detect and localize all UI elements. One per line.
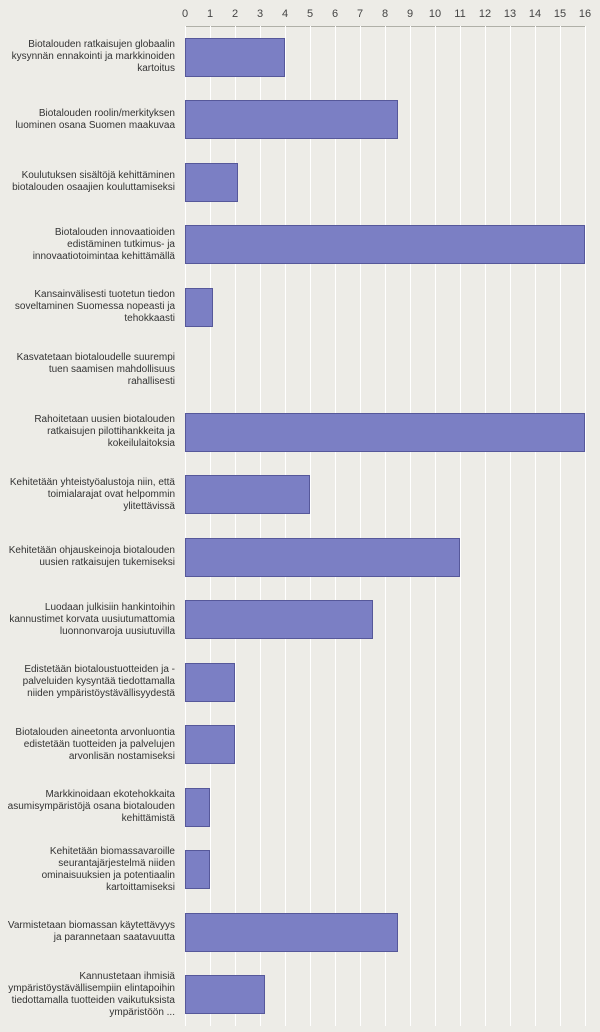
bar-track [185,214,585,277]
x-tick-label: 16 [579,8,591,20]
category-label: Biotalouden ratkaisujen globaalin kysynn… [0,39,185,75]
bar [185,975,265,1014]
bar-track [185,526,585,589]
bar-track [185,464,585,527]
bar [185,913,398,952]
x-tick-label: 7 [357,8,363,20]
chart-rows: Biotalouden ratkaisujen globaalin kysynn… [0,26,600,1026]
chart-row: Kehitetään ohjauskeinoja biotalouden uus… [0,526,600,589]
category-label: Biotalouden innovaatioiden edistäminen t… [0,227,185,263]
x-tick-label: 2 [232,8,238,20]
chart-row: Biotalouden innovaatioiden edistäminen t… [0,214,600,277]
chart-frame: 012345678910111213141516 Biotalouden rat… [0,0,600,1032]
bar [185,38,285,77]
chart-row: Varmistetaan biomassan käytettävyys ja p… [0,901,600,964]
bar [185,538,460,577]
x-axis: 012345678910111213141516 [185,8,585,26]
category-label: Markkinoidaan ekotehokkaita asumisympäri… [0,789,185,825]
category-label: Kansainvälisesti tuotetun tiedon sovelta… [0,289,185,325]
bar-track [185,651,585,714]
category-label: Kannustetaan ihmisiä ympäristöystävällis… [0,971,185,1019]
bar-track [185,901,585,964]
category-label: Edistetään biotaloustuotteiden ja -palve… [0,664,185,700]
category-label: Biotalouden aineetonta arvonluontia edis… [0,727,185,763]
bar [185,850,210,889]
category-label: Kehitetään ohjauskeinoja biotalouden uus… [0,545,185,569]
chart-row: Kansainvälisesti tuotetun tiedon sovelta… [0,276,600,339]
category-label: Rahoitetaan uusien biotalouden ratkaisuj… [0,414,185,450]
x-tick-label: 6 [332,8,338,20]
bar [185,225,585,264]
bar-track [185,276,585,339]
bar [185,100,398,139]
bar-track [185,339,585,402]
category-label: Kasvatetaan biotaloudelle suurempi tuen … [0,352,185,388]
x-tick-label: 12 [479,8,491,20]
x-tick-label: 13 [504,8,516,20]
x-tick-label: 1 [207,8,213,20]
bar-track [185,964,585,1027]
chart-row: Rahoitetaan uusien biotalouden ratkaisuj… [0,401,600,464]
x-tick-label: 11 [454,8,465,20]
category-label: Biotalouden roolin/merkityksen luominen … [0,108,185,132]
x-tick-label: 15 [554,8,566,20]
bar-track [185,714,585,777]
category-label: Luodaan julkisiin hankintoihin kannustim… [0,602,185,638]
chart-row: Kannustetaan ihmisiä ympäristöystävällis… [0,964,600,1027]
bar [185,788,210,827]
bar [185,600,373,639]
bar-track [185,839,585,902]
x-tick-label: 3 [257,8,263,20]
chart-row: Kehitetään yhteistyöalustoja niin, että … [0,464,600,527]
bar [185,475,310,514]
chart-row: Biotalouden ratkaisujen globaalin kysynn… [0,26,600,89]
chart-row: Koulutuksen sisältöjä kehittäminen biota… [0,151,600,214]
bar-track [185,589,585,652]
category-label: Kehitetään biomassavaroille seurantajärj… [0,846,185,894]
bar-track [185,151,585,214]
x-tick-label: 8 [382,8,388,20]
chart-row: Markkinoidaan ekotehokkaita asumisympäri… [0,776,600,839]
category-label: Varmistetaan biomassan käytettävyys ja p… [0,920,185,944]
chart-row: Biotalouden roolin/merkityksen luominen … [0,89,600,152]
x-tick-label: 4 [282,8,288,20]
x-tick-label: 0 [182,8,188,20]
chart-row: Kehitetään biomassavaroille seurantajärj… [0,839,600,902]
category-label: Kehitetään yhteistyöalustoja niin, että … [0,477,185,513]
bar-track [185,776,585,839]
x-tick-label: 9 [407,8,413,20]
bar [185,163,238,202]
bar-track [185,401,585,464]
chart-row: Biotalouden aineetonta arvonluontia edis… [0,714,600,777]
bar-track [185,26,585,89]
chart-row: Kasvatetaan biotaloudelle suurempi tuen … [0,339,600,402]
bar-track [185,89,585,152]
bar [185,288,213,327]
x-tick-label: 10 [429,8,441,20]
category-label: Koulutuksen sisältöjä kehittäminen biota… [0,170,185,194]
bar [185,663,235,702]
chart-row: Luodaan julkisiin hankintoihin kannustim… [0,589,600,652]
bar [185,413,585,452]
x-tick-label: 5 [307,8,313,20]
bar [185,725,235,764]
x-tick-label: 14 [529,8,541,20]
chart-row: Edistetään biotaloustuotteiden ja -palve… [0,651,600,714]
